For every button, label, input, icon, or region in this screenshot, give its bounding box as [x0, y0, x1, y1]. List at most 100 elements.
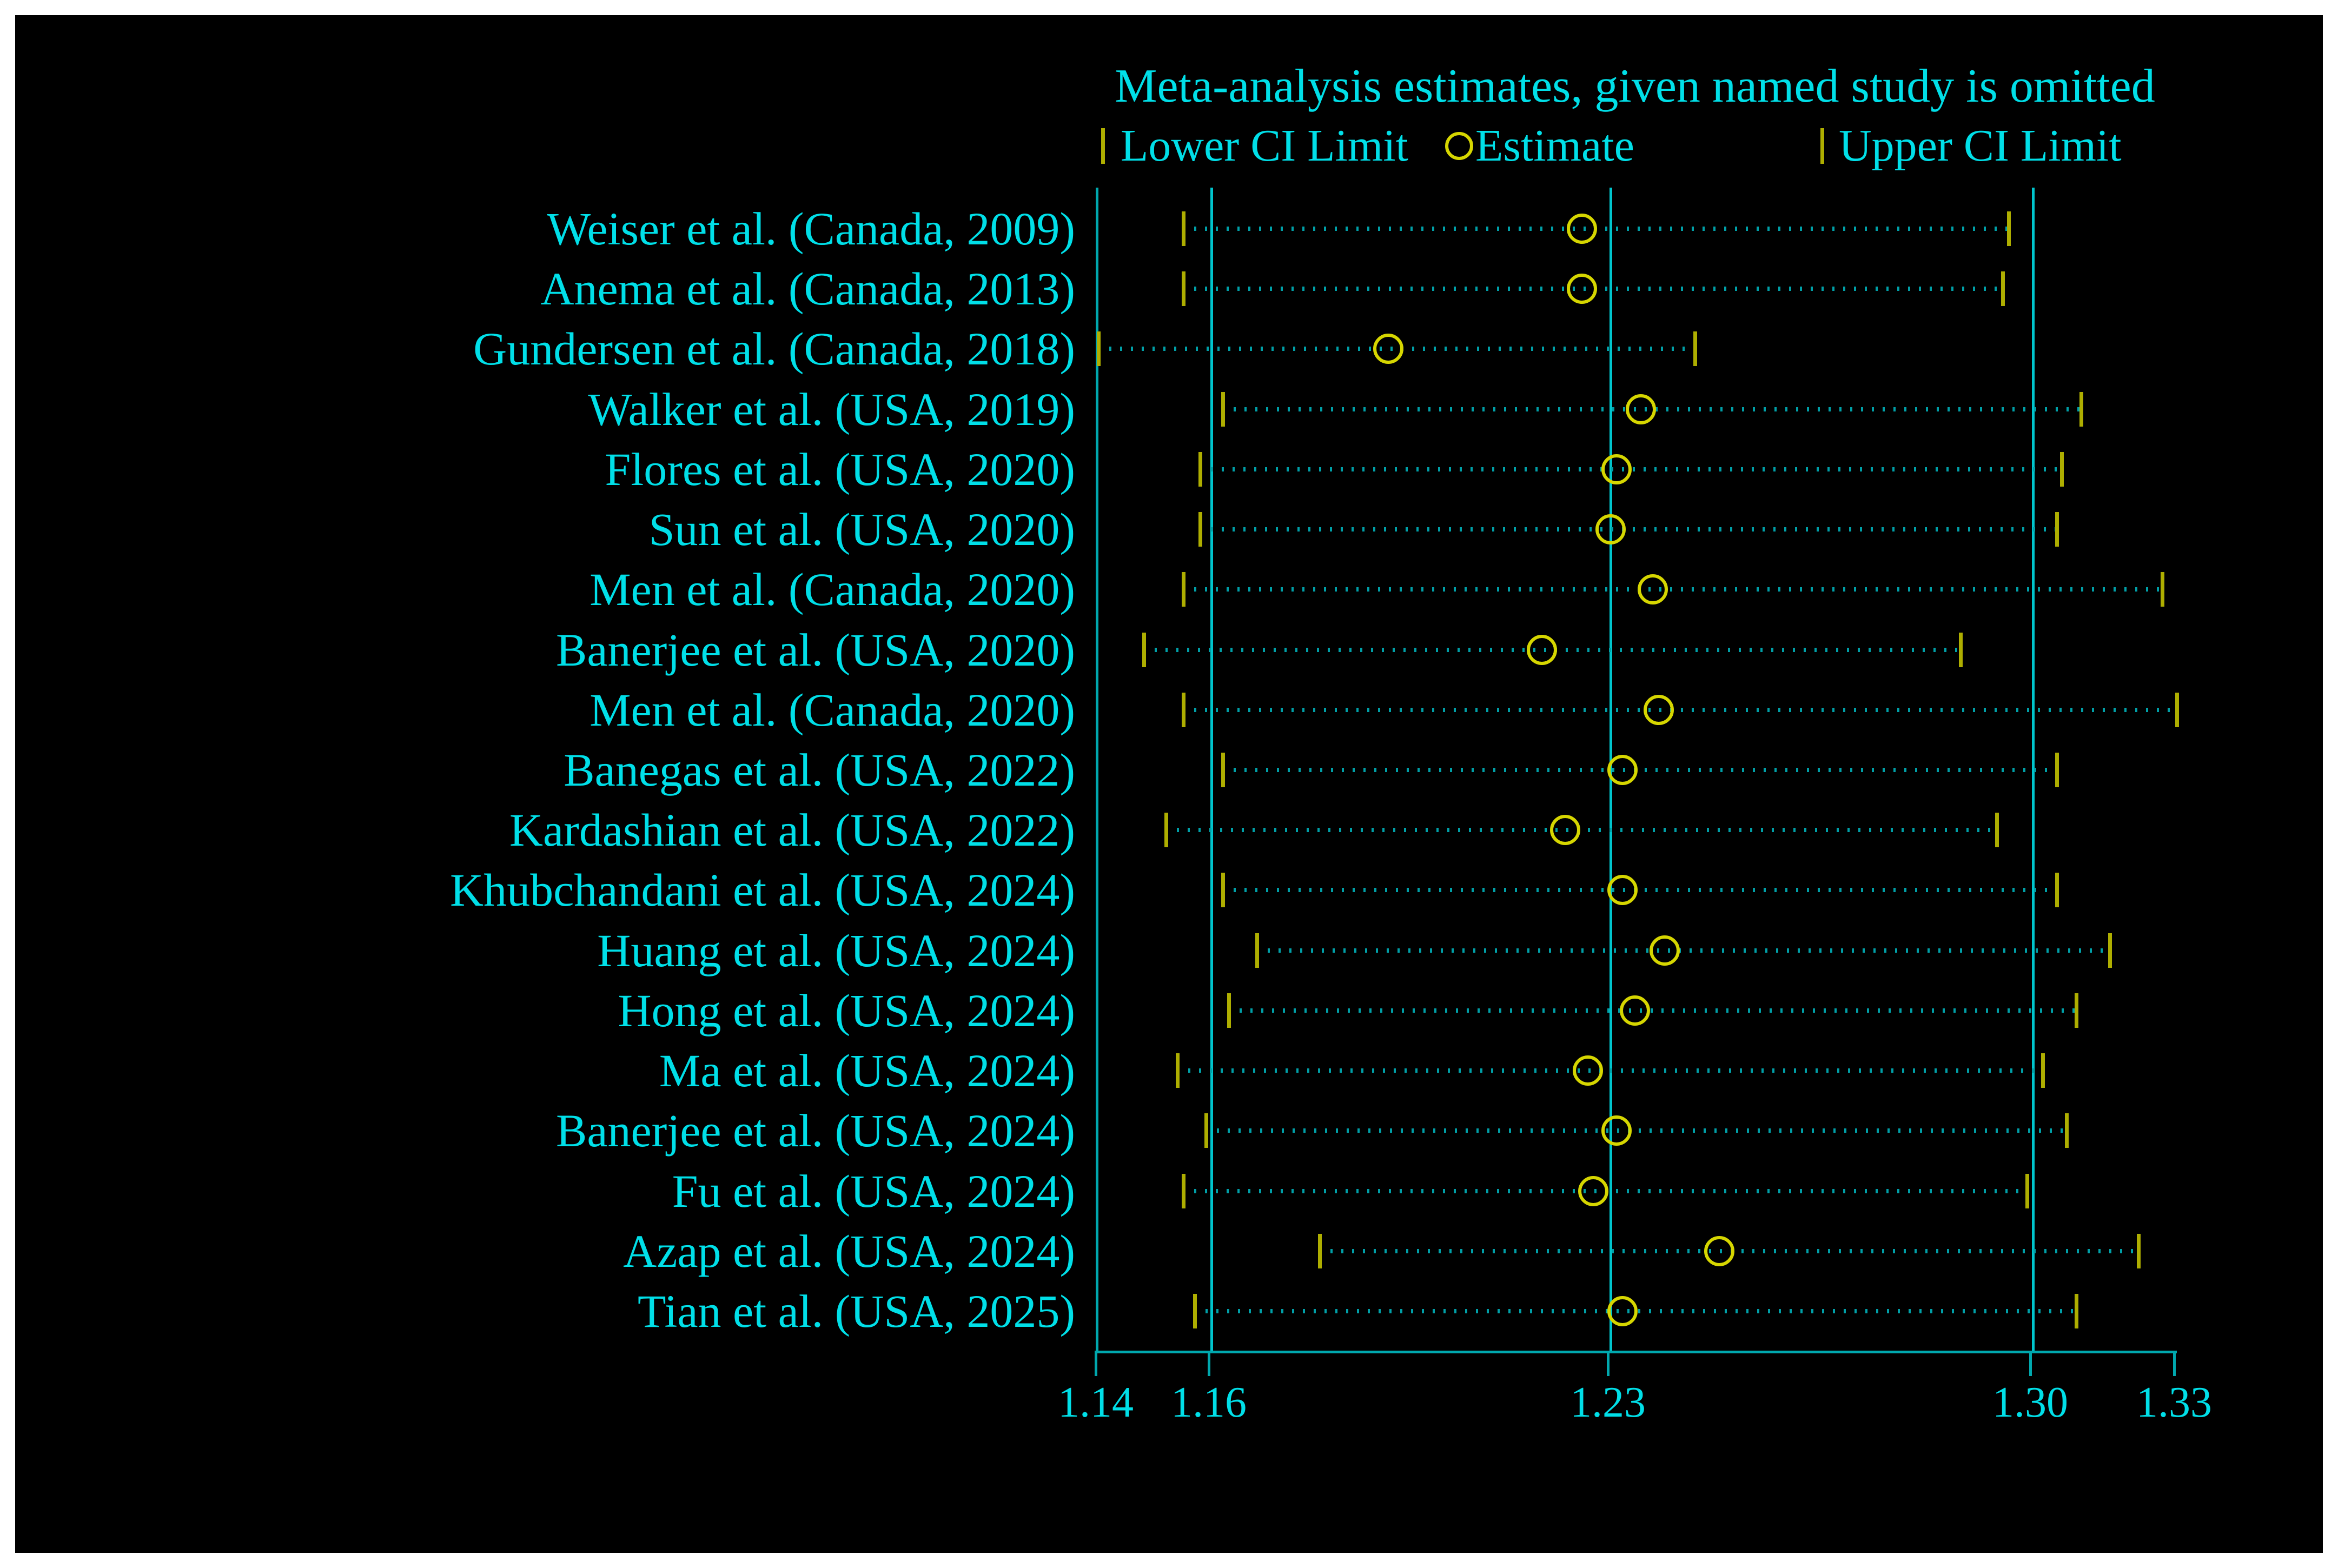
upper-ci-marker [1959, 632, 1963, 667]
lower-ci-marker [1198, 451, 1203, 487]
x-tick [1606, 1351, 1610, 1376]
estimate-marker [1607, 1295, 1638, 1326]
legend-upper-ci-label: Upper CI Limit [1839, 121, 2122, 171]
lower-ci-marker [1142, 632, 1146, 667]
study-label: Fu et al. (USA, 2024) [672, 1165, 1075, 1217]
study-label: Tian et al. (USA, 2025) [637, 1285, 1075, 1337]
estimate-marker [1650, 935, 1680, 966]
legend-lower-ci-marker-icon [1101, 128, 1105, 164]
upper-ci-marker [2161, 572, 2165, 607]
lower-ci-marker [1181, 211, 1185, 246]
plot-area [1096, 188, 2179, 1353]
study-label: Huang et al. (USA, 2024) [597, 924, 1075, 976]
study-label: Banerjee et al. (USA, 2024) [555, 1105, 1075, 1157]
estimate-marker [1549, 815, 1580, 846]
legend-lower-ci-label: Lower CI Limit [1121, 121, 1408, 171]
ci-line [1257, 948, 2110, 953]
upper-ci-marker [2074, 993, 2078, 1028]
upper-ci-marker [2025, 1173, 2029, 1208]
lower-ci-marker [1221, 752, 1226, 787]
upper-ci-marker [2060, 451, 2064, 487]
lower-ci-marker [1255, 933, 1260, 968]
estimate-marker [1601, 1115, 1632, 1146]
estimate-marker [1607, 875, 1638, 906]
study-label: Banerjee et al. (USA, 2020) [555, 623, 1075, 676]
upper-ci-marker [1995, 813, 1999, 848]
lower-ci-marker [1181, 692, 1185, 727]
reference-line [1210, 188, 1213, 1351]
upper-ci-marker [2055, 512, 2059, 547]
upper-ci-marker [1693, 331, 1698, 367]
ci-line [1206, 1128, 2067, 1133]
study-label: Anema et al. (Canada, 2013) [540, 263, 1075, 315]
x-tick-label: 1.33 [2136, 1379, 2212, 1426]
legend-estimate-label: Estimate [1475, 121, 1634, 171]
upper-ci-marker [2007, 211, 2011, 246]
estimate-marker [1567, 274, 1598, 304]
estimate-marker [1619, 995, 1650, 1026]
lower-ci-marker [1164, 813, 1169, 848]
upper-ci-marker [2001, 271, 2005, 307]
estimate-marker [1607, 754, 1638, 785]
legend-estimate-marker-icon [1445, 132, 1473, 160]
study-label: Hong et al. (USA, 2024) [618, 984, 1075, 1037]
lower-ci-marker [1227, 993, 1231, 1028]
x-tick-label: 1.16 [1170, 1379, 1247, 1426]
study-label: Men et al. (Canada, 2020) [590, 683, 1075, 736]
study-label: Gundersen et al. (Canada, 2018) [473, 323, 1075, 375]
lower-ci-marker [1318, 1233, 1322, 1268]
ci-line [1200, 527, 2057, 532]
estimate-marker [1567, 214, 1598, 244]
plot-canvas [15, 15, 2323, 1553]
upper-ci-marker [2079, 391, 2083, 427]
study-label: Kardashian et al. (USA, 2022) [509, 804, 1075, 856]
lower-ci-marker [1204, 1113, 1208, 1148]
upper-ci-marker [2108, 933, 2112, 968]
lower-ci-marker [1181, 572, 1185, 607]
study-label: Walker et al. (USA, 2019) [588, 383, 1075, 435]
ci-line [1177, 1068, 2043, 1073]
legend-upper-ci-marker-icon [1820, 128, 1824, 164]
study-label: Banegas et al. (USA, 2022) [564, 743, 1075, 796]
estimate-marker [1644, 694, 1674, 725]
estimate-marker [1704, 1235, 1734, 1266]
lower-ci-marker [1181, 271, 1185, 307]
estimate-marker [1527, 634, 1558, 665]
study-label: Flores et al. (USA, 2020) [605, 443, 1075, 495]
x-tick [1207, 1351, 1210, 1376]
study-label: Khubchandani et al. (USA, 2024) [450, 864, 1075, 916]
upper-ci-marker [2074, 1293, 2078, 1328]
lower-ci-marker [1176, 1053, 1180, 1088]
upper-ci-marker [2055, 873, 2059, 908]
x-tick [2173, 1351, 2176, 1376]
upper-ci-marker [2055, 752, 2059, 787]
estimate-marker [1625, 394, 1656, 424]
study-label: Azap et al. (USA, 2024) [623, 1225, 1075, 1277]
estimate-marker [1578, 1175, 1609, 1206]
estimate-marker [1638, 574, 1668, 605]
ci-line [1166, 828, 1997, 833]
estimate-marker [1601, 454, 1632, 484]
x-tick [1095, 1351, 1097, 1376]
lower-ci-marker [1193, 1293, 1197, 1328]
upper-ci-marker [2137, 1233, 2141, 1268]
estimate-marker [1572, 1055, 1603, 1086]
ci-line [1183, 587, 2163, 592]
x-tick-label: 1.23 [1569, 1379, 1646, 1426]
upper-ci-marker [2175, 692, 2179, 727]
study-label: Men et al. (Canada, 2020) [590, 563, 1075, 616]
ci-line [1223, 767, 2057, 772]
lower-ci-marker [1221, 391, 1226, 427]
estimate-marker [1595, 514, 1626, 545]
lower-ci-marker [1198, 512, 1203, 547]
ci-line [1183, 707, 2177, 712]
ci-line [1228, 1008, 2076, 1013]
upper-ci-marker [2041, 1053, 2045, 1088]
lower-ci-marker [1181, 1173, 1185, 1208]
study-label: Sun et al. (USA, 2020) [648, 503, 1075, 556]
study-label: Weiser et al. (Canada, 2009) [547, 203, 1075, 255]
upper-ci-marker [2065, 1113, 2069, 1148]
ci-line [1223, 888, 2057, 893]
lower-ci-marker [1221, 873, 1226, 908]
